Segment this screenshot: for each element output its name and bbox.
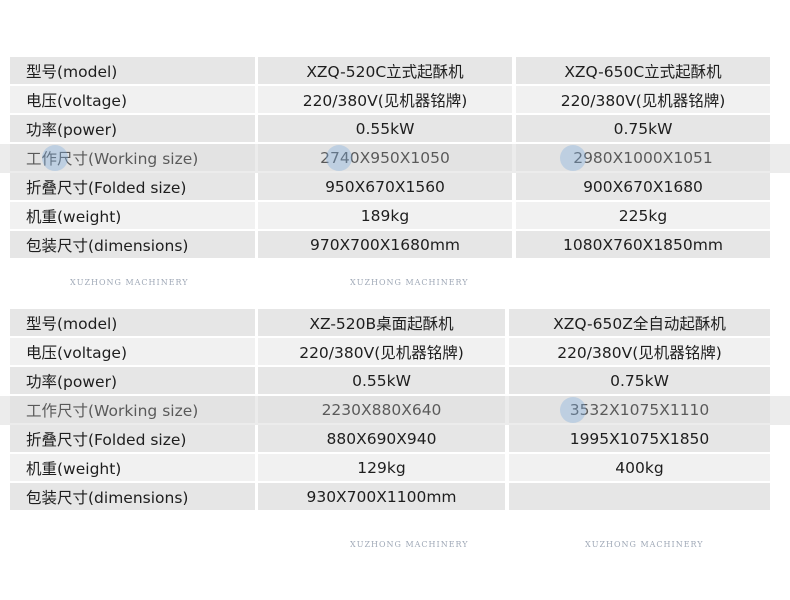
spec-value [509, 483, 770, 510]
spec-value: 3532X1075X1110 [509, 396, 770, 423]
row-folded-size: 折叠尺寸(Folded size) 880X690X940 1995X1075X18… [10, 425, 770, 452]
spec-table-1: 型号(model) XZQ-520C立式起酥机 XZQ-650C立式起酥机 电压(vo… [10, 57, 770, 260]
watermark-text: XUZHONG MACHINERY [70, 278, 189, 287]
row-model: 型号(model) XZQ-520C立式起酥机 XZQ-650C立式起酥机 [10, 57, 770, 84]
spec-value: 0.75kW [516, 115, 770, 142]
spec-label: 包装尺寸(dimensions) [10, 483, 255, 510]
spec-label: 型号(model) [10, 57, 255, 84]
spec-label: 型号(model) [10, 309, 255, 336]
row-dimensions: 包装尺寸(dimensions) 970X700X1680mm 1080X760X1… [10, 231, 770, 258]
spec-value: 400kg [509, 454, 770, 481]
row-dimensions: 包装尺寸(dimensions) 930X700X1100mm [10, 483, 770, 510]
row-folded-size: 折叠尺寸(Folded size) 950X670X1560 900X670X168… [10, 173, 770, 200]
spec-value: 0.55kW [258, 115, 512, 142]
spec-value: 189kg [258, 202, 512, 229]
row-working-size: 工作尺寸(Working size) 2740X950X1050 2980X1000… [10, 144, 770, 171]
spec-value: XZQ-650Z全自动起酥机 [509, 309, 770, 336]
row-weight: 机重(weight) 189kg 225kg [10, 202, 770, 229]
spec-label: 电压(voltage) [10, 338, 255, 365]
spec-value: 2740X950X1050 [258, 144, 512, 171]
spec-value: XZ-520B桌面起酥机 [258, 309, 505, 336]
spec-value: 880X690X940 [258, 425, 505, 452]
spec-value: 220/380V(见机器铭牌) [258, 338, 505, 365]
row-power: 功率(power) 0.55kW 0.75kW [10, 367, 770, 394]
spec-label: 包装尺寸(dimensions) [10, 231, 255, 258]
watermark-text: XUZHONG MACHINERY [350, 278, 469, 287]
spec-label: 折叠尺寸(Folded size) [10, 173, 255, 200]
spec-value: 220/380V(见机器铭牌) [516, 86, 770, 113]
spec-value: 0.55kW [258, 367, 505, 394]
spec-label: 机重(weight) [10, 202, 255, 229]
row-model: 型号(model) XZ-520B桌面起酥机 XZQ-650Z全自动起酥机 [10, 309, 770, 336]
spec-value: 930X700X1100mm [258, 483, 505, 510]
spec-value: 970X700X1680mm [258, 231, 512, 258]
row-weight: 机重(weight) 129kg 400kg [10, 454, 770, 481]
spec-label: 机重(weight) [10, 454, 255, 481]
row-voltage: 电压(voltage) 220/380V(见机器铭牌) 220/380V(见机器铭牌… [10, 338, 770, 365]
spec-value: 900X670X1680 [516, 173, 770, 200]
spec-value: 129kg [258, 454, 505, 481]
spec-value: XZQ-520C立式起酥机 [258, 57, 512, 84]
row-power: 功率(power) 0.55kW 0.75kW [10, 115, 770, 142]
spec-value: 0.75kW [509, 367, 770, 394]
row-voltage: 电压(voltage) 220/380V(见机器铭牌) 220/380V(见机器铭牌… [10, 86, 770, 113]
spec-value: 220/380V(见机器铭牌) [509, 338, 770, 365]
watermark-text: XUZHONG MACHINERY [585, 540, 704, 549]
spec-label: 工作尺寸(Working size) [10, 144, 255, 171]
watermark-text: XUZHONG MACHINERY [350, 540, 469, 549]
spec-label: 工作尺寸(Working size) [10, 396, 255, 423]
spec-value: 225kg [516, 202, 770, 229]
spec-value: 950X670X1560 [258, 173, 512, 200]
spec-value: 2230X880X640 [258, 396, 505, 423]
spec-value: 2980X1000X1051 [516, 144, 770, 171]
spec-value: 220/380V(见机器铭牌) [258, 86, 512, 113]
spec-value: 1080X760X1850mm [516, 231, 770, 258]
spec-value: 1995X1075X1850 [509, 425, 770, 452]
spec-label: 电压(voltage) [10, 86, 255, 113]
spec-table-2: 型号(model) XZ-520B桌面起酥机 XZQ-650Z全自动起酥机 电压(vo… [10, 309, 770, 512]
spec-label: 功率(power) [10, 367, 255, 394]
spec-value: XZQ-650C立式起酥机 [516, 57, 770, 84]
spec-label: 功率(power) [10, 115, 255, 142]
row-working-size: 工作尺寸(Working size) 2230X880X640 3532X1075X… [10, 396, 770, 423]
spec-label: 折叠尺寸(Folded size) [10, 425, 255, 452]
